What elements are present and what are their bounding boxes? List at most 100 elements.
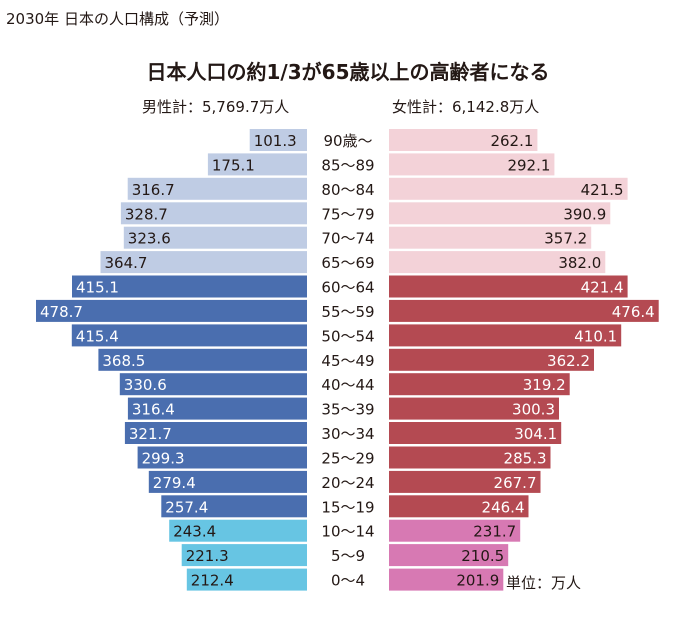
female-bar <box>389 373 570 396</box>
male-bar <box>124 422 308 444</box>
male-bar <box>127 177 307 200</box>
female-value-label: 421.4 <box>581 279 624 297</box>
female-value-label: 267.7 <box>494 474 537 492</box>
age-category-label: 55〜59 <box>321 303 374 321</box>
age-category-label: 35〜39 <box>321 401 374 419</box>
female-bar <box>389 495 529 518</box>
female-value-label: 292.1 <box>507 156 550 174</box>
female-value-label: 362.2 <box>547 352 590 370</box>
female-bar <box>389 129 538 151</box>
bars-layer: 101.3 262.1 90歳〜 175.1 292.1 85〜89 316.7 421.5 8… <box>36 129 659 591</box>
female-bar <box>389 226 592 249</box>
male-value-label: 243.4 <box>173 523 216 541</box>
female-value-label: 421.5 <box>581 181 624 199</box>
female-bar <box>389 202 611 225</box>
age-category-label: 65〜69 <box>321 254 374 272</box>
female-value-label: 390.9 <box>563 205 606 223</box>
female-value-label: 304.1 <box>514 425 557 443</box>
male-value-label: 101.3 <box>254 132 297 150</box>
age-category-label: 80〜84 <box>321 181 374 199</box>
female-value-label: 410.1 <box>574 327 617 345</box>
male-bar <box>119 373 307 396</box>
female-total-label: 女性計：6,142.8万人 <box>392 98 539 116</box>
female-bar <box>389 275 628 298</box>
male-bar <box>123 226 307 249</box>
male-bar <box>127 397 308 420</box>
female-value-label: 300.3 <box>512 401 555 419</box>
female-bar <box>389 446 551 469</box>
female-bar <box>389 568 504 591</box>
age-category-label: 85〜89 <box>321 156 374 174</box>
male-value-label: 328.7 <box>125 205 168 223</box>
male-value-label: 323.6 <box>128 230 171 248</box>
female-value-label: 201.9 <box>456 572 499 590</box>
age-category-label: 20〜24 <box>321 474 374 492</box>
male-bar <box>148 470 307 493</box>
female-value-label: 319.2 <box>523 376 566 394</box>
female-value-label: 382.0 <box>558 254 601 272</box>
male-bar <box>120 202 308 225</box>
chart-title: 日本人口の約1/3が65歳以上の高齢者になる <box>147 60 550 84</box>
female-value-label: 285.3 <box>504 450 547 468</box>
female-bar <box>389 324 622 347</box>
age-category-label: 90歳〜 <box>323 132 372 150</box>
female-value-label: 246.4 <box>482 498 525 516</box>
age-category-label: 30〜34 <box>321 425 374 443</box>
age-category-label: 60〜64 <box>321 279 374 297</box>
unit-label: 単位：万人 <box>506 574 581 592</box>
age-category-label: 75〜79 <box>321 205 374 223</box>
male-value-label: 321.7 <box>129 425 172 443</box>
age-category-label: 0〜4 <box>331 572 365 590</box>
male-bar <box>186 568 307 591</box>
male-value-label: 221.3 <box>186 547 229 565</box>
male-value-label: 299.3 <box>142 450 185 468</box>
male-bar <box>161 495 307 518</box>
female-value-label: 262.1 <box>490 132 533 150</box>
male-bar <box>181 544 307 567</box>
male-bar <box>137 446 307 469</box>
age-category-label: 40〜44 <box>321 376 374 394</box>
age-category-label: 5〜9 <box>331 547 365 565</box>
age-category-label: 10〜14 <box>321 523 374 541</box>
male-value-label: 415.1 <box>76 279 119 297</box>
age-category-label: 25〜29 <box>321 450 374 468</box>
male-value-label: 279.4 <box>153 474 196 492</box>
male-value-label: 316.4 <box>132 401 175 419</box>
female-bar <box>389 422 562 444</box>
male-bar <box>100 251 307 274</box>
female-value-label: 476.4 <box>612 303 655 321</box>
age-category-label: 15〜19 <box>321 498 374 516</box>
male-value-label: 368.5 <box>102 352 145 370</box>
female-value-label: 357.2 <box>544 230 587 248</box>
male-bar <box>249 129 307 151</box>
male-bar <box>207 153 307 176</box>
male-bar <box>169 519 307 542</box>
male-value-label: 316.7 <box>132 181 175 199</box>
male-value-label: 415.4 <box>76 327 119 345</box>
female-bar <box>389 299 659 322</box>
male-value-label: 364.7 <box>105 254 148 272</box>
age-category-label: 50〜54 <box>321 327 374 345</box>
age-category-label: 70〜74 <box>321 230 374 248</box>
female-bar <box>389 177 628 200</box>
male-bar <box>71 324 307 347</box>
male-value-label: 478.7 <box>40 303 83 321</box>
male-value-label: 175.1 <box>212 156 255 174</box>
page-header: 2030年 日本の人口構成（予測） <box>6 10 229 28</box>
female-bar <box>389 519 521 542</box>
female-bar <box>389 470 541 493</box>
female-bar <box>389 544 509 567</box>
male-bar <box>72 275 307 298</box>
male-total-label: 男性計：5,769.7万人 <box>142 98 289 116</box>
male-value-label: 330.6 <box>124 376 167 394</box>
female-value-label: 210.5 <box>461 547 504 565</box>
male-bar <box>36 299 307 322</box>
male-value-label: 257.4 <box>165 498 208 516</box>
male-bar <box>98 348 308 371</box>
male-value-label: 212.4 <box>191 572 234 590</box>
age-category-label: 45〜49 <box>321 352 374 370</box>
female-bar <box>389 251 606 274</box>
female-value-label: 231.7 <box>473 523 516 541</box>
